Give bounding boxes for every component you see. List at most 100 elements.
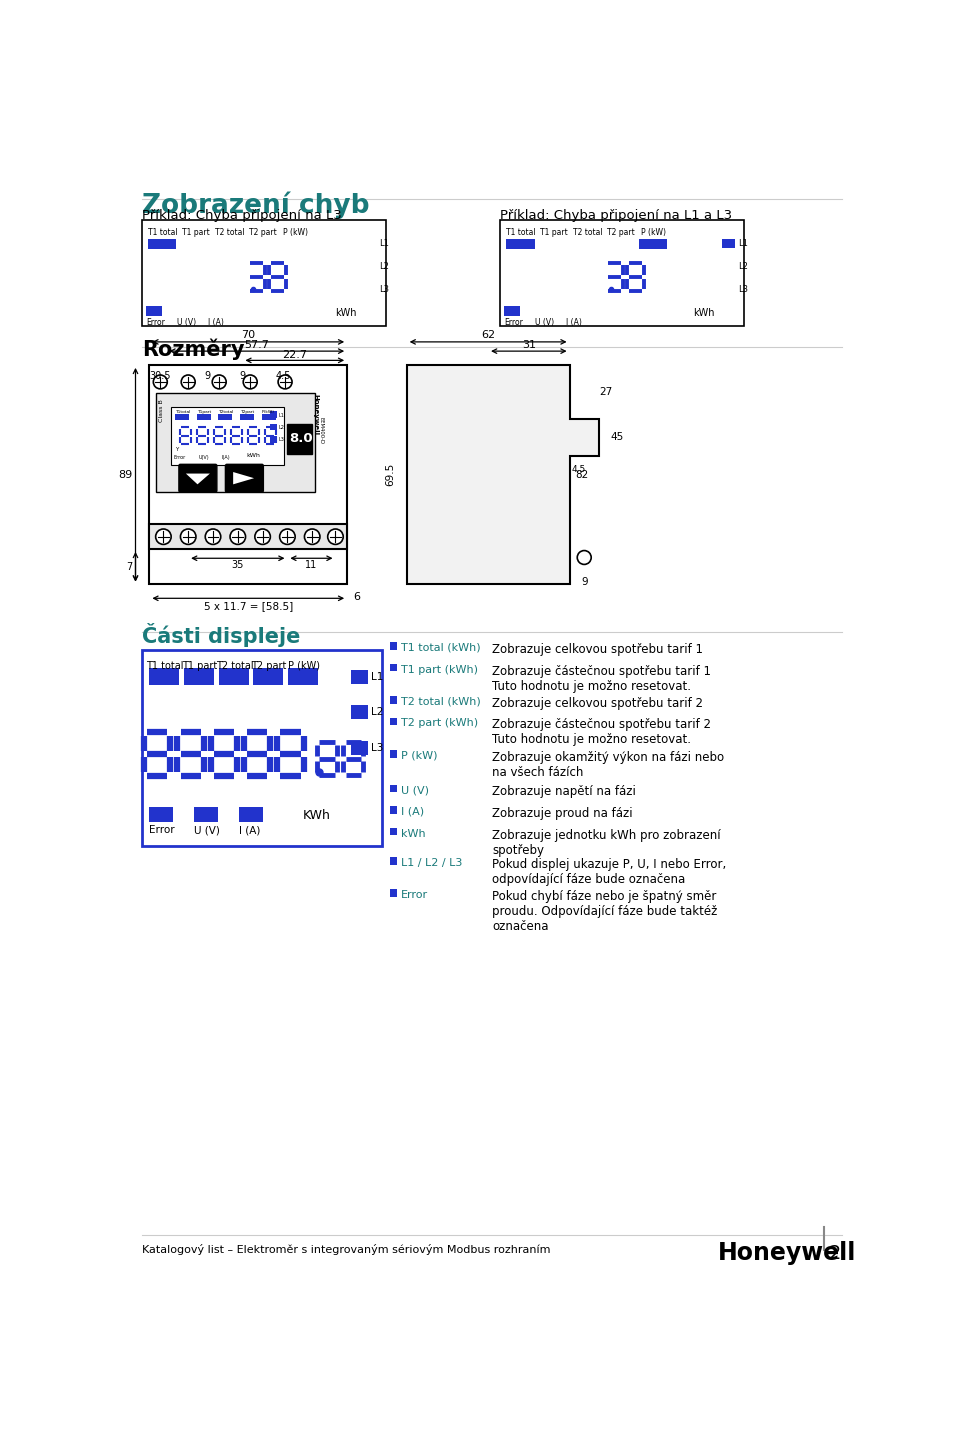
Text: L2: L2 [379,262,390,270]
Text: T2 part (kWh): T2 part (kWh) [400,718,478,728]
Bar [171,408,283,465]
Text: 11: 11 [305,560,318,570]
Text: 4.5: 4.5 [572,465,586,474]
Bar [253,668,283,685]
Text: I (A): I (A) [566,318,583,328]
Bar [390,827,397,836]
Text: Error: Error [150,826,175,836]
Text: 9: 9 [239,371,246,381]
Text: L1: L1 [278,412,285,418]
Text: L2: L2 [372,707,383,717]
Text: L3: L3 [379,285,390,293]
Text: P (kW): P (kW) [288,661,320,671]
Bar [150,668,180,685]
Bar [638,239,667,249]
Text: U (V): U (V) [178,318,197,328]
Text: 35: 35 [231,560,244,570]
Text: I (A): I (A) [208,318,225,328]
Text: T2 total: T2 total [572,228,602,238]
Text: 9: 9 [581,577,588,587]
Bar [390,806,397,814]
Bar [219,414,232,419]
Text: 8.0: 8.0 [289,432,312,445]
Text: Rozměry: Rozměry [142,338,244,359]
Text: 4.5: 4.5 [276,371,291,381]
Text: 2: 2 [829,1245,842,1264]
Text: 7: 7 [126,562,132,572]
Text: P (kW): P (kW) [400,751,437,761]
Bar [504,306,520,316]
Text: L1: L1 [379,239,390,248]
Text: T1 part (kWh): T1 part (kWh) [400,664,477,674]
Text: Pokud chybí fáze nebo je špatný směr
proudu. Odpovídající fáze bude taktéž
označ: Pokud chybí fáze nebo je špatný směr pro… [492,890,717,933]
Text: T1 total: T1 total [148,228,178,238]
Text: kWh: kWh [335,309,357,319]
Text: kWh: kWh [400,829,425,839]
Bar [536,306,551,316]
Circle shape [230,529,246,544]
Text: T1part: T1part [197,411,211,415]
Text: L3: L3 [278,438,285,442]
Bar [287,424,312,454]
Text: Zobrazuje částečnou spotřebu tarif 1
Tuto hodnotu je možno resetovat.: Zobrazuje částečnou spotřebu tarif 1 Tut… [492,664,711,693]
Text: T1 total (kWh): T1 total (kWh) [400,643,480,653]
Bar [156,394,315,492]
Text: T2 total: T2 total [216,661,253,671]
Text: 70: 70 [241,329,255,339]
Text: Error: Error [400,890,427,900]
Text: L1 / L2 / L3: L1 / L2 / L3 [400,857,462,867]
Bar [351,670,368,684]
Circle shape [205,529,221,544]
Text: Pokud displej ukazuje P, U, I nebo Error,
odpovídající fáze bude označena: Pokud displej ukazuje P, U, I nebo Error… [492,857,727,886]
Text: 62: 62 [481,331,495,341]
Polygon shape [186,474,210,484]
Text: Zobrazuje celkovou spotřebu tarif 2: Zobrazuje celkovou spotřebu tarif 2 [492,697,703,710]
Text: 89: 89 [118,469,132,479]
Text: 31: 31 [522,339,536,349]
Circle shape [327,529,344,544]
Text: T2 part: T2 part [607,228,635,238]
Bar [150,524,348,550]
Text: Zobrazuje proud na fázi: Zobrazuje proud na fázi [492,807,633,820]
Text: Honeywell: Honeywell [718,1241,856,1265]
Text: Error: Error [174,455,185,459]
Text: Class B: Class B [158,399,164,422]
Text: T1 total: T1 total [147,661,184,671]
Text: T2 part: T2 part [252,661,287,671]
Bar [175,414,189,419]
Text: Zobrazuje okamžitý výkon na fázi nebo
na všech fázích: Zobrazuje okamžitý výkon na fázi nebo na… [492,751,724,778]
Text: Příklad: Chyba připojení na L1 a L3: Příklad: Chyba připojení na L1 a L3 [500,209,732,222]
Bar [390,643,397,650]
Text: 57.7: 57.7 [245,339,269,349]
Circle shape [304,529,320,544]
Text: L2: L2 [737,262,748,270]
Circle shape [279,529,295,544]
Text: P (kW): P (kW) [641,228,666,238]
Bar [239,807,263,821]
FancyBboxPatch shape [226,464,263,492]
Polygon shape [407,365,599,584]
Text: T1total: T1total [175,411,190,415]
Text: T1 part: T1 part [182,661,217,671]
Circle shape [180,529,196,544]
Text: 9: 9 [204,371,210,381]
Bar [390,750,397,757]
Bar [390,784,397,793]
Text: Y: Y [175,448,179,452]
Bar [142,220,386,326]
Text: T1 total: T1 total [506,228,536,238]
Bar [722,239,734,248]
Text: Katalogový list – Elektroměr s integrovaným sériovým Modbus rozhraním: Katalogový list – Elektroměr s integrova… [142,1245,550,1255]
Circle shape [156,529,171,544]
Text: L3: L3 [372,743,383,753]
Text: I (A): I (A) [400,807,423,817]
Text: KWh: KWh [303,809,331,821]
Text: L1: L1 [372,671,383,681]
Text: T2 total (kWh): T2 total (kWh) [400,697,480,707]
Bar [390,718,397,726]
Text: 6: 6 [353,592,360,602]
Bar [390,695,397,704]
Text: I (A): I (A) [239,826,261,836]
FancyBboxPatch shape [179,464,217,492]
Text: 30.5: 30.5 [150,371,171,381]
